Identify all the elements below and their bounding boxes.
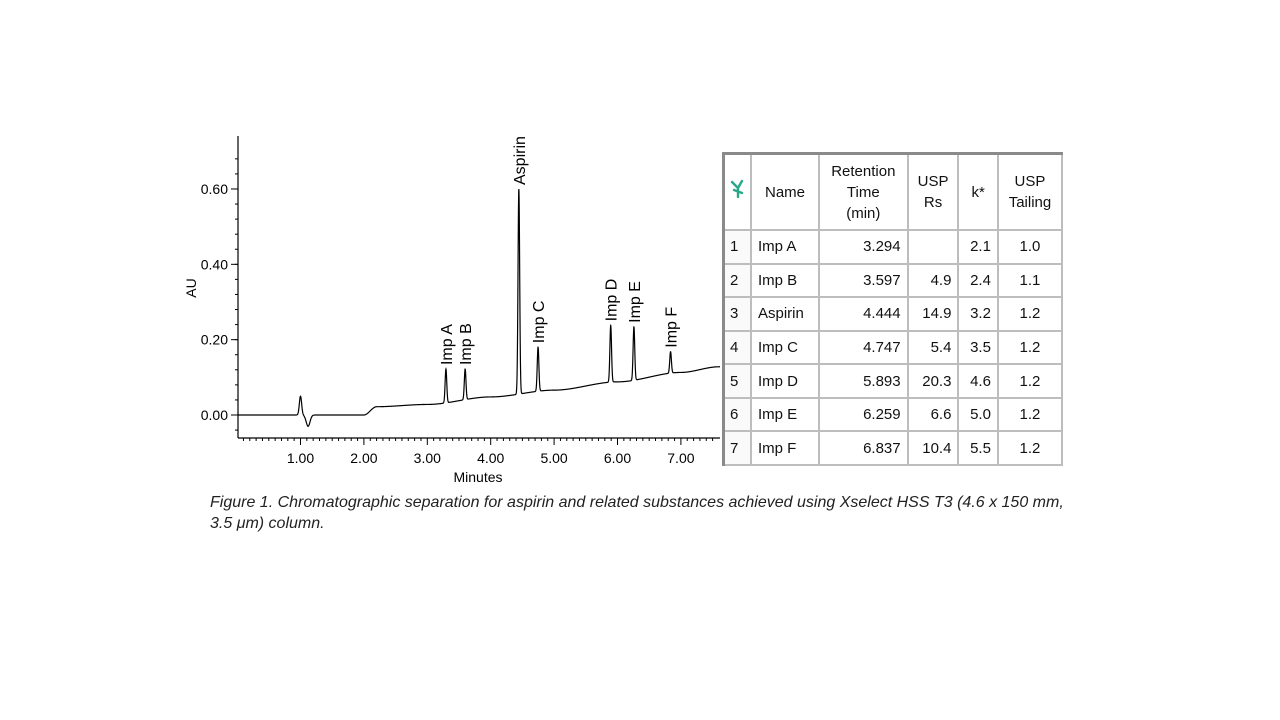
k-cell: 5.0 bbox=[958, 397, 999, 433]
rt-header-line-2: Time bbox=[846, 183, 880, 201]
retention-time-column-header: Retention Time (min) bbox=[819, 153, 909, 231]
table-row[interactable]: 5 Imp D 5.893 20.3 4.6 1.2 bbox=[723, 364, 1064, 399]
peak-name-cell: Imp E bbox=[751, 397, 820, 433]
usp-rs-cell: 6.6 bbox=[907, 397, 960, 433]
peak-label: Aspirin bbox=[512, 136, 529, 185]
k-cell: 5.5 bbox=[958, 431, 999, 466]
usp-rs-cell: 14.9 bbox=[907, 297, 960, 332]
peak-name-cell: Imp B bbox=[751, 263, 820, 299]
row-index: 2 bbox=[723, 263, 752, 299]
peak-table-icon bbox=[730, 179, 743, 199]
k-cell: 3.5 bbox=[958, 330, 999, 366]
y-axis-title: AU bbox=[183, 278, 199, 297]
x-tick-label: 2.00 bbox=[350, 450, 377, 466]
table-row[interactable]: 1 Imp A 3.294 2.1 1.0 bbox=[723, 230, 1064, 265]
usp-tailing-cell: 1.0 bbox=[997, 230, 1064, 265]
chart-ticks: 1.00 2.00 3.00 4.00 5.00 6.00 7.00 0.00 0.20 0.40… bbox=[201, 158, 714, 466]
y-tick-label: 0.60 bbox=[201, 181, 228, 197]
y-tick-label: 0.40 bbox=[201, 256, 228, 272]
peak-name-cell: Imp F bbox=[751, 431, 820, 466]
x-tick-label: 5.00 bbox=[540, 450, 567, 466]
row-index: 1 bbox=[723, 230, 752, 265]
usp-rs-cell: 10.4 bbox=[907, 431, 960, 466]
rt-header-line-3: (min) bbox=[846, 204, 881, 222]
peak-name-cell: Imp D bbox=[751, 364, 820, 399]
peak-results-table: Name Retention Time (min) USP Rs k* USP … bbox=[722, 152, 1064, 466]
x-tick-label: 7.00 bbox=[667, 450, 694, 466]
rs-header-line-2: Rs bbox=[923, 194, 943, 211]
peak-label: Imp A bbox=[439, 324, 456, 365]
peak-labels: Imp A Imp B Aspirin Imp C Imp D Imp E Imp F bbox=[439, 136, 681, 365]
usp-tailing-cell: 1.2 bbox=[997, 397, 1064, 433]
usp-tailing-column-header: USP Tailing bbox=[997, 153, 1064, 231]
retention-time-cell: 3.294 bbox=[819, 230, 909, 265]
peak-label: Imp E bbox=[627, 281, 644, 323]
peak-name-cell: Imp A bbox=[751, 230, 820, 265]
x-axis-title: Minutes bbox=[453, 469, 502, 485]
row-index: 6 bbox=[723, 397, 752, 433]
peak-name-cell: Aspirin bbox=[751, 297, 820, 332]
peak-label: Imp D bbox=[604, 279, 621, 322]
retention-time-cell: 5.893 bbox=[819, 364, 909, 399]
table-row[interactable]: 7 Imp F 6.837 10.4 5.5 1.2 bbox=[723, 431, 1064, 466]
peak-label: Imp F bbox=[664, 307, 681, 348]
rt-header-line-1: Retention bbox=[831, 162, 896, 180]
usp-rs-cell: 5.4 bbox=[907, 330, 960, 366]
k-cell: 2.4 bbox=[958, 263, 999, 299]
peak-label: Imp B bbox=[458, 323, 475, 365]
k-cell: 2.1 bbox=[958, 230, 999, 265]
x-tick-label: 4.00 bbox=[477, 450, 504, 466]
row-index: 5 bbox=[723, 364, 752, 399]
usp-rs-cell: 4.9 bbox=[907, 263, 960, 299]
table-header-row: Name Retention Time (min) USP Rs k* USP … bbox=[723, 153, 1064, 231]
chromatogram-trace bbox=[238, 188, 720, 427]
retention-time-cell: 4.444 bbox=[819, 297, 909, 332]
table-row[interactable]: 2 Imp B 3.597 4.9 2.4 1.1 bbox=[723, 263, 1064, 299]
usp-tailing-cell: 1.2 bbox=[997, 297, 1064, 332]
table-row[interactable]: 4 Imp C 4.747 5.4 3.5 1.2 bbox=[723, 330, 1064, 366]
retention-time-cell: 3.597 bbox=[819, 263, 909, 299]
k-column-header: k* bbox=[958, 153, 999, 231]
retention-time-cell: 4.747 bbox=[819, 330, 909, 366]
y-tick-label: 0.20 bbox=[201, 332, 228, 348]
k-cell: 3.2 bbox=[958, 297, 999, 332]
usp-tailing-cell: 1.2 bbox=[997, 330, 1064, 366]
table-row[interactable]: 3 Aspirin 4.444 14.9 3.2 1.2 bbox=[723, 297, 1064, 332]
y-tick-label: 0.00 bbox=[201, 407, 228, 423]
peak-label: Imp C bbox=[531, 301, 548, 344]
figure-caption: Figure 1. Chromatographic separation for… bbox=[210, 494, 1064, 532]
usp-rs-column-header: USP Rs bbox=[907, 153, 960, 231]
x-tick-label: 3.00 bbox=[414, 450, 441, 466]
name-column-header: Name bbox=[751, 153, 820, 231]
usp-tailing-cell: 1.2 bbox=[997, 431, 1064, 466]
row-index: 3 bbox=[723, 297, 752, 332]
usp-rs-cell: 20.3 bbox=[907, 364, 960, 399]
row-index: 7 bbox=[723, 431, 752, 466]
tailing-header-line-1: USP bbox=[1014, 173, 1046, 190]
peak-name-cell: Imp C bbox=[751, 330, 820, 366]
table-row[interactable]: 6 Imp E 6.259 6.6 5.0 1.2 bbox=[723, 397, 1064, 433]
retention-time-cell: 6.837 bbox=[819, 431, 909, 466]
chart-axes bbox=[237, 136, 720, 439]
x-tick-label: 1.00 bbox=[287, 450, 314, 466]
usp-rs-cell bbox=[907, 230, 960, 265]
tailing-header-line-2: Tailing bbox=[1008, 194, 1052, 211]
x-tick-label: 6.00 bbox=[604, 450, 631, 466]
rs-header-line-1: USP bbox=[917, 173, 949, 190]
table-index-header[interactable] bbox=[723, 153, 752, 231]
row-index: 4 bbox=[723, 330, 752, 366]
retention-time-cell: 6.259 bbox=[819, 397, 909, 433]
usp-tailing-cell: 1.2 bbox=[997, 364, 1064, 399]
usp-tailing-cell: 1.1 bbox=[997, 263, 1064, 299]
k-cell: 4.6 bbox=[958, 364, 999, 399]
